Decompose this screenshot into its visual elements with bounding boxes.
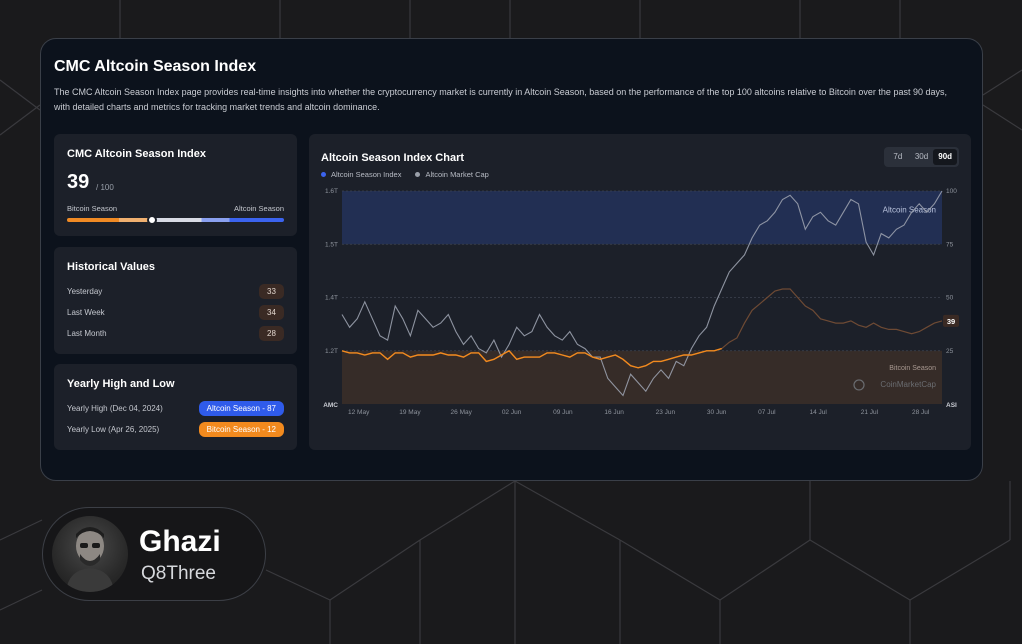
x-axis-tick: 26 May bbox=[451, 409, 473, 416]
x-axis-tick: 12 May bbox=[348, 409, 370, 416]
x-axis-tick: 23 Jun bbox=[656, 409, 676, 416]
x-axis-tick: 28 Jul bbox=[912, 409, 930, 416]
market-cap-series-line bbox=[341, 190, 943, 397]
historical-value-badge: 33 bbox=[259, 284, 284, 299]
page-title: CMC Altcoin Season Index bbox=[54, 58, 257, 75]
avatar bbox=[52, 516, 128, 592]
season-scale-thumb bbox=[146, 215, 157, 225]
bitcoin-season-zone bbox=[342, 350, 942, 404]
historical-values-card: Historical Values Yesterday 33 Last Week… bbox=[54, 247, 297, 354]
altcoin-season-zone-label: Altcoin Season bbox=[883, 205, 936, 214]
historical-value-badge: 34 bbox=[259, 305, 284, 320]
legend-label: Altcoin Season Index bbox=[331, 170, 402, 179]
historical-label: Last Week bbox=[67, 308, 105, 317]
x-axis-tick: 07 Jul bbox=[758, 409, 776, 416]
range-selector: 7d 30d 90d bbox=[884, 147, 959, 167]
legend-dot bbox=[321, 172, 326, 177]
avatar-portrait bbox=[66, 527, 114, 592]
bitcoin-season-zone-label: Bitcoin Season bbox=[889, 365, 936, 372]
historical-label: Last Month bbox=[67, 329, 107, 338]
left-axis-tick: 1.4T bbox=[325, 295, 338, 302]
x-axis-tick: 02 Jun bbox=[502, 409, 522, 416]
x-axis-tick: 09 Jun bbox=[553, 409, 573, 416]
index-series-bitcoin-segment bbox=[341, 347, 722, 369]
altcoin-season-zone bbox=[342, 191, 942, 245]
yearly-low-label: Yearly Low (Apr 26, 2025) bbox=[67, 425, 160, 434]
chart-card: 1.6T 1.5T 1.4T 1.2T 100 75 50 25 AMC ASI 12 May 19 … bbox=[309, 134, 971, 450]
x-axis-tick: 30 Jun bbox=[707, 409, 727, 416]
historical-label: Yesterday bbox=[67, 287, 103, 296]
historical-value-badge: 28 bbox=[259, 326, 284, 341]
left-axis-tick: 1.5T bbox=[325, 241, 338, 248]
legend-item-index[interactable]: Altcoin Season Index bbox=[321, 170, 401, 179]
yearly-low-badge: Bitcoin Season - 12 bbox=[198, 422, 284, 437]
range-7d-button[interactable]: 7d bbox=[893, 152, 903, 161]
main-panel: CMC Altcoin Season Index The CMC Altcoin… bbox=[40, 38, 983, 481]
bitcoin-season-label: Bitcoin Season bbox=[67, 204, 118, 213]
yearly-high-low-card: Yearly High and Low Yearly High (Dec 04,… bbox=[54, 364, 297, 450]
legend-dot bbox=[415, 172, 421, 177]
index-card-title: CMC Altcoin Season Index bbox=[67, 148, 206, 160]
range-30d-button[interactable]: 30d bbox=[914, 152, 929, 161]
x-axis-tick: 14 Jul bbox=[809, 409, 827, 416]
right-axis-tick: 50 bbox=[946, 295, 954, 302]
coinmarketcap-logo-icon bbox=[853, 379, 865, 391]
historical-row-yesterday: Yesterday 33 bbox=[67, 284, 284, 300]
x-axis-tick: 19 May bbox=[399, 409, 421, 416]
coinmarketcap-watermark: CoinMarketCap bbox=[880, 380, 936, 389]
chart-svg: 1.6T 1.5T 1.4T 1.2T 100 75 50 25 AMC ASI 12 May 19 … bbox=[323, 188, 959, 416]
left-axis-label: AMC bbox=[323, 402, 338, 409]
x-axis-tick: 21 Jul bbox=[861, 409, 879, 416]
current-value-label: 39 bbox=[947, 317, 955, 326]
index-card: CMC Altcoin Season Index 39 / 100 Bitcoi… bbox=[54, 134, 297, 236]
right-axis-label: ASI bbox=[946, 402, 957, 409]
left-axis-tick: 1.2T bbox=[325, 348, 338, 355]
historical-row-last-month: Last Month 28 bbox=[67, 326, 284, 342]
season-scale-bar bbox=[67, 218, 284, 222]
legend-item-market-cap[interactable]: Altcoin Market Cap bbox=[415, 170, 489, 179]
page-description: The CMC Altcoin Season Index page provid… bbox=[54, 87, 947, 112]
current-value-tag bbox=[943, 314, 959, 327]
right-axis-tick: 100 bbox=[946, 188, 957, 195]
legend-label: Altcoin Market Cap bbox=[425, 170, 489, 179]
yearly-high-badge: Altcoin Season - 87 bbox=[198, 401, 284, 416]
historical-values-title: Historical Values bbox=[67, 261, 156, 273]
yearly-high-label: Yearly High (Dec 04, 2024) bbox=[67, 404, 163, 413]
range-90d-button[interactable]: 90d bbox=[933, 149, 958, 165]
altcoin-season-label: Altcoin Season bbox=[233, 204, 284, 213]
index-value: 39 bbox=[67, 171, 90, 193]
yearly-title: Yearly High and Low bbox=[67, 378, 175, 390]
profile-handle: Q8Three bbox=[141, 563, 216, 584]
right-axis-tick: 75 bbox=[946, 241, 954, 248]
right-axis-tick: 25 bbox=[946, 348, 954, 355]
chart-legend: Altcoin Season Index Altcoin Market Cap bbox=[321, 170, 489, 179]
profile-name: Ghazi bbox=[139, 525, 221, 558]
profile-badge: Ghazi Q8Three bbox=[42, 507, 266, 601]
historical-row-last-week: Last Week 34 bbox=[67, 305, 284, 321]
index-max: / 100 bbox=[96, 183, 114, 192]
chart-title: Altcoin Season Index Chart bbox=[321, 152, 465, 164]
left-axis-tick: 1.6T bbox=[325, 188, 338, 195]
x-axis-tick: 16 Jun bbox=[604, 409, 624, 416]
